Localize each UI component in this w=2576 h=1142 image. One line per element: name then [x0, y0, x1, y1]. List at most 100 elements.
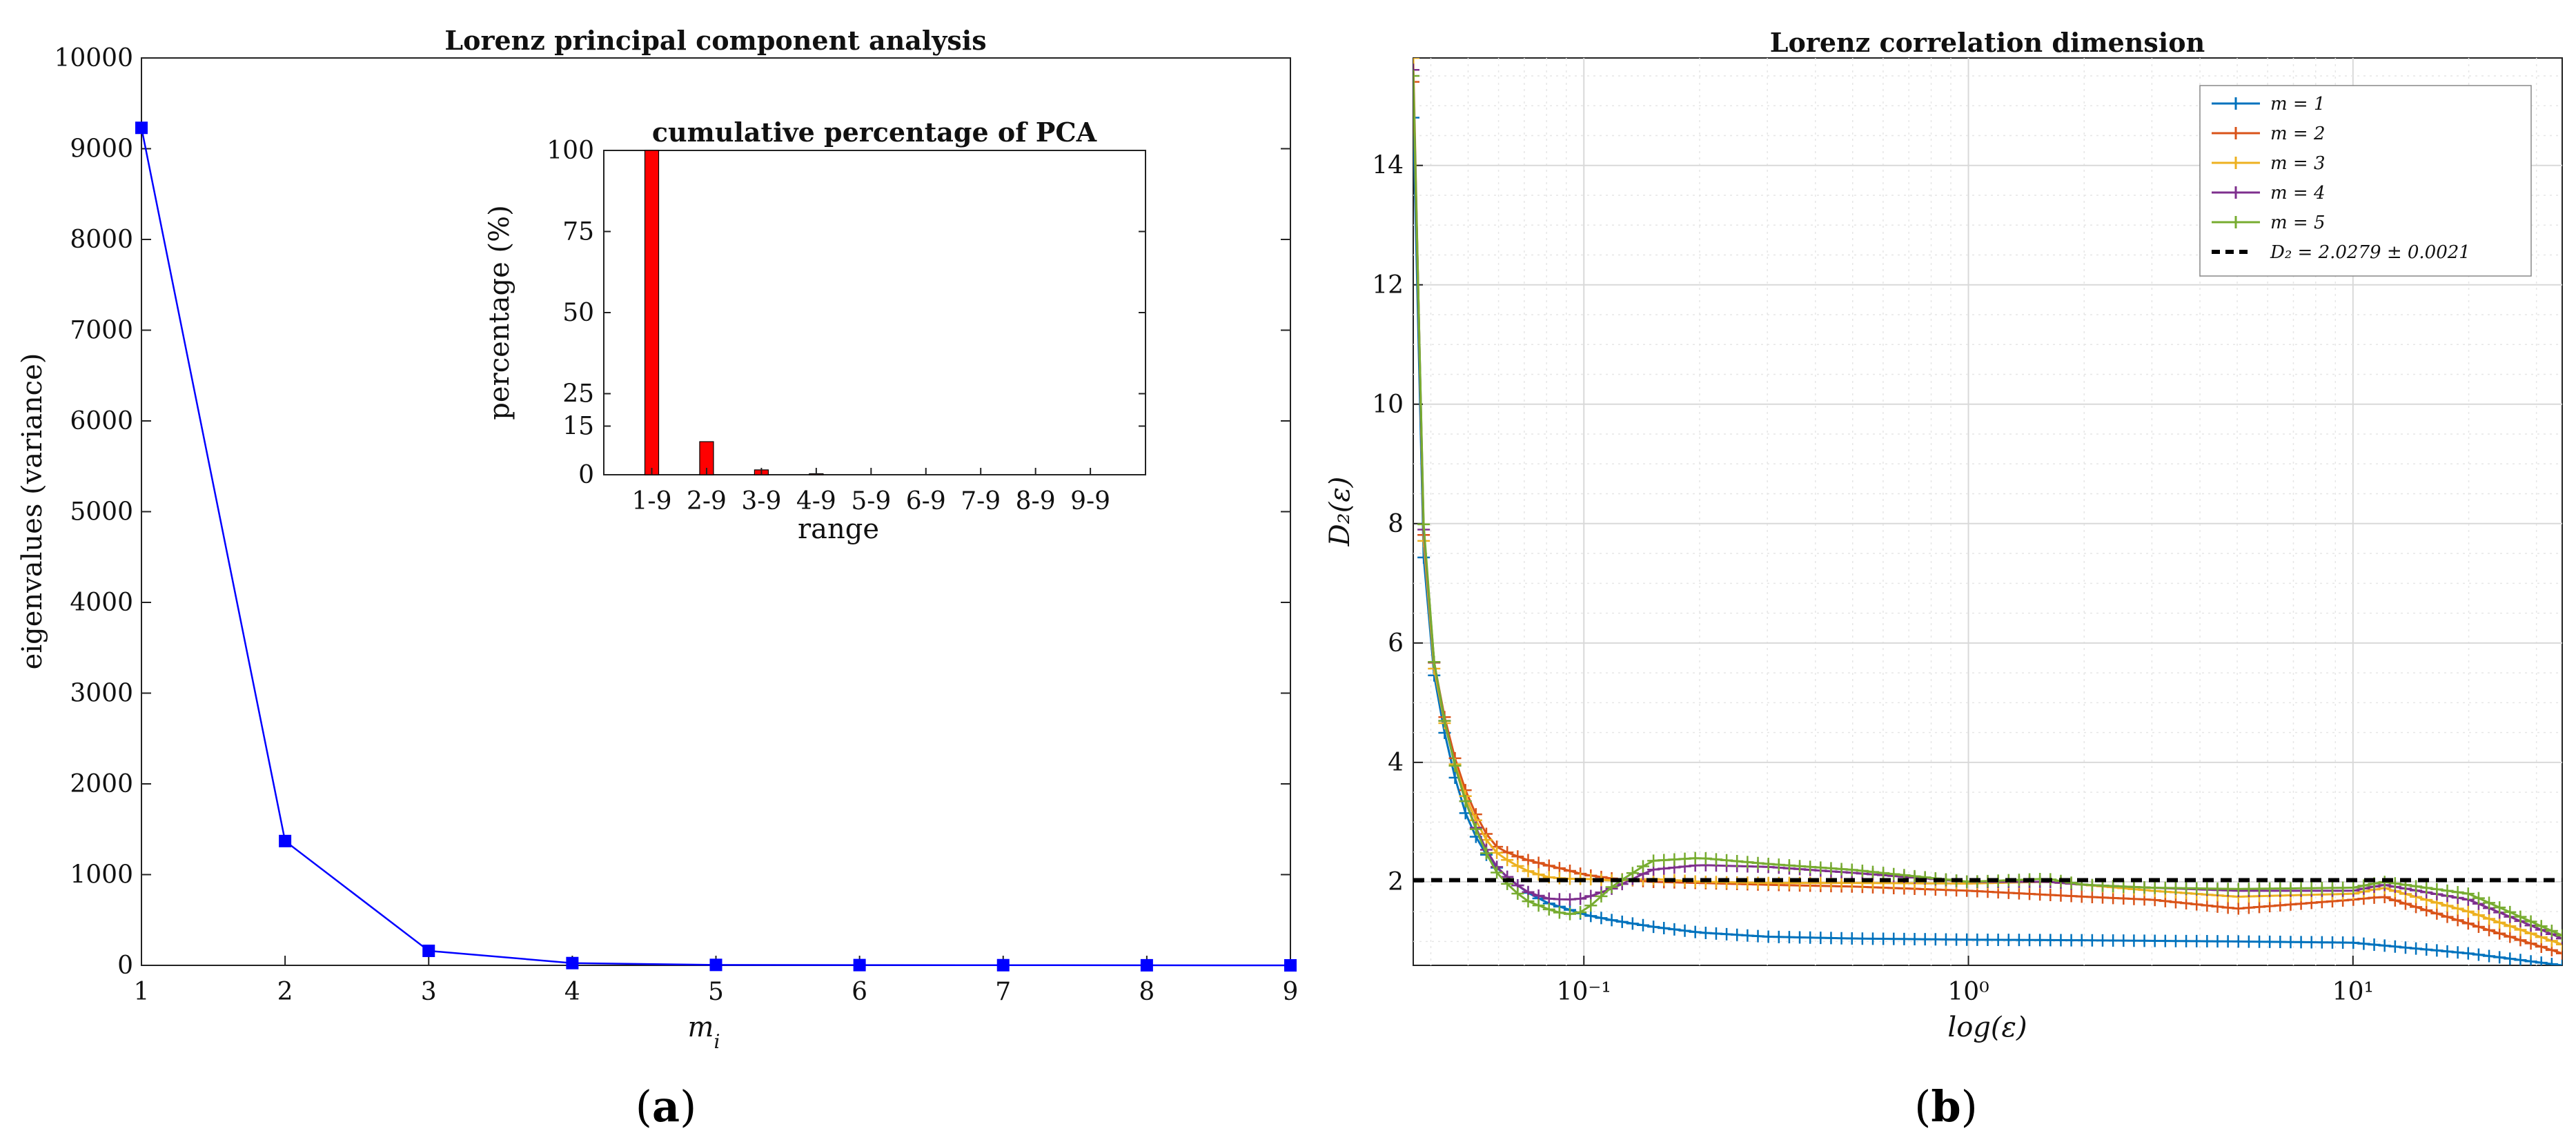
cd-point: [2441, 910, 2454, 923]
cd-point: [2461, 917, 2475, 930]
cd-point: [2315, 936, 2328, 949]
cd-point: [1413, 111, 1419, 124]
cd-point: [2190, 898, 2203, 911]
cd-point: [1658, 921, 1671, 934]
pca-point: [709, 958, 722, 972]
inset-x-tick-label: 5-9: [851, 487, 891, 515]
cd-point: [2274, 936, 2287, 949]
cd-point: [1428, 656, 1441, 669]
cd-point: [1992, 934, 2005, 947]
cd-point: [2556, 932, 2562, 945]
cd-point: [1772, 858, 1785, 872]
cd-point: [1479, 847, 1493, 860]
cd-point: [1825, 862, 1838, 875]
cd-point: [1856, 932, 1869, 945]
cd-point: [1511, 860, 1524, 873]
cd-y-tick-label: 10: [1372, 391, 1404, 419]
cd-x-ticks: 10⁻¹ 10⁰ 10¹: [1557, 956, 2374, 1006]
cd-point: [2274, 882, 2287, 895]
cd-point: [2368, 938, 2381, 951]
cd-point: [2326, 881, 2339, 894]
cd-point: [2127, 934, 2141, 947]
cd-point: [2399, 941, 2412, 954]
cd-point: [1637, 860, 1649, 873]
cd-point: [2451, 946, 2464, 959]
cd-point: [2472, 948, 2485, 961]
cd-point: [2451, 902, 2464, 915]
cd-point: [1532, 856, 1545, 869]
cd-point: [2451, 914, 2464, 927]
cd-point: [2461, 887, 2475, 900]
cd-point: [2388, 877, 2401, 890]
cd-point: [2075, 934, 2088, 947]
pca-x-tick-label: 2: [277, 978, 293, 1006]
cd-point: [2138, 934, 2151, 947]
cd-point: [1950, 933, 1963, 946]
inset-y-ticks: 0 15 25 50 75 100: [547, 137, 1146, 489]
cd-point: [2190, 934, 2203, 947]
cd-point: [2054, 934, 2067, 947]
cd-point: [2535, 956, 2548, 965]
cd-point: [2054, 889, 2067, 902]
cd-point: [1835, 876, 1848, 889]
cd-point: [2441, 945, 2454, 958]
cd-point: [1564, 907, 1577, 921]
cd-point: [1668, 853, 1681, 866]
cd-point: [1448, 759, 1462, 772]
cd-y-tick-label: 2: [1388, 868, 1404, 896]
cd-point: [2410, 942, 2423, 955]
cd-point: [1564, 893, 1577, 906]
panel-a-caption: (a): [636, 1081, 697, 1132]
cd-point: [2065, 889, 2078, 903]
cd-point: [1413, 63, 1419, 77]
cd-point: [2221, 935, 2234, 948]
cd-point: [2556, 947, 2562, 960]
cd-point: [2253, 882, 2266, 895]
cd-legend-marker: [2230, 157, 2242, 169]
cd-point: [1918, 933, 1931, 946]
cd-point: [1804, 931, 1817, 944]
cd-y-tick-label: 4: [1388, 749, 1404, 777]
pca-x-tick-label: 8: [1139, 978, 1154, 1006]
cd-point: [2180, 934, 2193, 947]
cd-point: [2148, 881, 2161, 894]
inset-y-tick-label: 0: [578, 461, 594, 489]
cd-legend-label: D₂ = 2.0279 ± 0.0021: [2270, 242, 2470, 263]
cd-point: [1574, 892, 1587, 905]
cd-point: [2169, 882, 2182, 895]
cd-point: [2284, 882, 2297, 895]
cd-point: [2117, 880, 2130, 893]
cd-series-1: [1413, 111, 2562, 965]
cd-legend-label: m = 5: [2270, 213, 2326, 233]
cd-point: [2305, 882, 2318, 895]
pca-y-tick-label: 8000: [70, 226, 133, 254]
pca-y-tick-label: 6000: [70, 407, 133, 435]
cd-point: [2169, 934, 2182, 947]
cd-point: [2107, 934, 2120, 947]
cd-point: [2514, 910, 2527, 923]
pca-cumulative-inset: cumulative percentage of PCA 0 15 25 50 75 10…: [484, 117, 1146, 545]
pca-x-tick-label: 1: [134, 978, 150, 1006]
cd-point: [1887, 867, 1900, 880]
cd-point: [1877, 867, 1890, 880]
cd-point: [2065, 876, 2078, 889]
cd-point: [1981, 933, 1994, 946]
cd-point: [2493, 951, 2506, 964]
cd-point: [2337, 936, 2350, 949]
cd-point: [1615, 915, 1629, 928]
cd-point: [2347, 936, 2360, 949]
cd-point: [2410, 880, 2423, 893]
cd-point: [2388, 940, 2401, 953]
cd-point: [2504, 930, 2517, 943]
inset-y-tick-label: 100: [547, 137, 594, 165]
cd-point: [2201, 899, 2214, 912]
cd-point: [1720, 854, 1733, 867]
cd-y-tick-label: 8: [1388, 510, 1404, 538]
cd-point: [2180, 882, 2193, 895]
cd-point: [1699, 852, 1712, 865]
cd-point: [1741, 876, 1754, 889]
pca-point: [422, 944, 435, 957]
cd-point: [2148, 934, 2161, 947]
cd-point: [1511, 887, 1524, 900]
cd-point: [1898, 932, 1911, 945]
